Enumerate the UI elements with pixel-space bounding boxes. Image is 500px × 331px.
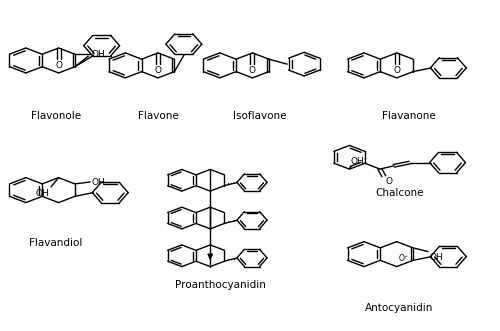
- Text: OH: OH: [430, 253, 444, 261]
- Text: O: O: [154, 66, 162, 75]
- Text: O: O: [249, 66, 256, 75]
- Text: O: O: [55, 61, 62, 70]
- Text: ...: ...: [227, 252, 236, 262]
- Text: O: O: [386, 177, 393, 186]
- Text: OH: OH: [92, 50, 106, 59]
- Text: O: O: [393, 66, 400, 75]
- Text: Flavanone: Flavanone: [382, 111, 436, 121]
- Text: Chalcone: Chalcone: [375, 188, 424, 199]
- Text: Flavonole: Flavonole: [31, 111, 81, 121]
- Text: OH: OH: [351, 157, 364, 166]
- Text: Antocyanidin: Antocyanidin: [365, 303, 434, 313]
- Text: Flavone: Flavone: [138, 111, 178, 121]
- Text: ...: ...: [227, 214, 236, 224]
- Text: ...: ...: [227, 176, 236, 186]
- Text: OH: OH: [36, 189, 49, 198]
- Text: Isoflavone: Isoflavone: [233, 111, 286, 121]
- Text: OH: OH: [92, 177, 106, 186]
- Text: O⁺: O⁺: [398, 254, 408, 263]
- Text: Flavandiol: Flavandiol: [30, 238, 83, 248]
- Text: Proanthocyanidin: Proanthocyanidin: [174, 280, 266, 290]
